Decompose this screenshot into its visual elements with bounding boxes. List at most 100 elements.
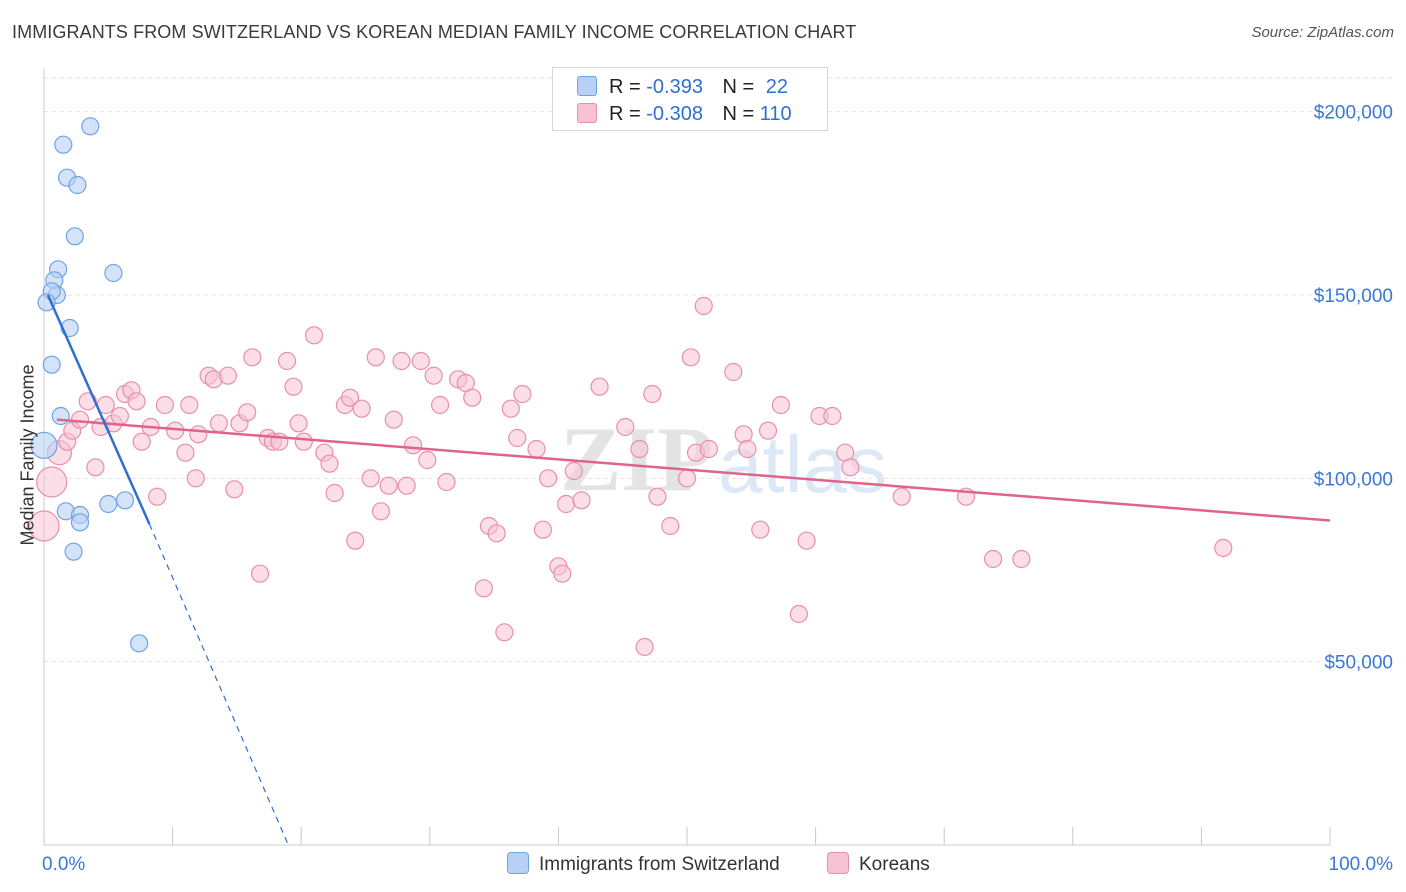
switzerland-point [37,293,56,312]
legend-r-label: R = [609,103,641,125]
korean-point [132,432,151,451]
x-tick-label-max: 100.0% [1329,854,1394,875]
y-tick-label: $150,000 [1314,286,1393,307]
chart-source: Source: ZipAtlas.com [1251,24,1394,41]
korean-point [681,348,700,367]
korean-point [225,480,244,499]
korean-point [533,520,553,539]
korean-point [28,510,60,542]
korean-point [209,414,228,433]
korean-point [379,476,398,495]
korean-point [487,524,506,543]
korean-point [320,454,339,473]
korean-point [1214,538,1233,558]
legend-row-switzerland: R = -0.393 N = 22 [577,76,788,98]
switzerland-point [81,117,100,136]
korean-point [340,388,360,407]
korean-point [250,564,270,583]
korean-point [797,531,816,550]
korean-point [189,425,208,444]
koreans-trend-line [56,418,1331,522]
y-axis-label: Median Family Income [17,364,38,546]
korean-point [983,549,1003,569]
korean-point [1012,549,1031,569]
korean-point [352,399,371,418]
korean-point [648,487,667,506]
korean-point [366,348,385,367]
korean-point [176,443,195,462]
korean-point [361,469,380,488]
korean-point [724,362,743,382]
korean-point [513,384,532,404]
legend-r-label: R = [609,76,641,98]
korean-point [699,439,718,459]
switzerland-point [42,355,61,374]
korean-point [371,502,391,521]
stats-legend: R = -0.393 N = 22 R = -0.308 N = 110 [552,67,828,131]
legend-row-koreans: R = -0.308 N = 110 [577,103,792,125]
korean-point [590,377,609,396]
korean-point [180,395,199,415]
korean-point [751,520,770,539]
switzerland-point [70,513,90,532]
korean-point [661,516,680,536]
chart-title: IMMIGRANTS FROM SWITZERLAND VS KOREAN ME… [12,22,857,42]
korean-point [495,623,514,642]
korean-point [616,417,635,437]
legend-n-value: 110 [759,103,792,125]
switzerland-point [104,263,123,283]
korean-point [70,410,90,429]
korean-point [823,406,842,426]
korean-point [501,399,520,418]
korean-point [557,494,576,514]
x-tick-labels: 0.0% 100.0% [42,854,1393,875]
korean-point [539,469,558,488]
korean-point [218,366,237,385]
pink-swatch [827,852,849,874]
switzerland-point [65,227,84,246]
legend-r-value: -0.308 [646,103,703,125]
korean-point [289,414,308,433]
switzerland-point [68,175,87,195]
y-tick-label: $200,000 [1314,103,1393,124]
switzerland-point [30,431,58,459]
korean-point [738,439,757,459]
switzerland-point [64,542,83,561]
korean-point [418,450,437,470]
korean-point [86,458,105,477]
korean-point [384,410,403,429]
korean-point [284,377,303,396]
legend-label-switzerland: Immigrants from Switzerland [539,854,780,875]
korean-point [789,604,808,624]
korean-point [527,439,546,459]
korean-point [186,469,205,488]
korean-point [677,469,697,488]
legend-label-koreans: Koreans [859,854,930,875]
korean-point [437,472,456,492]
korean-point [643,384,662,404]
switzerland-trend-line [46,294,151,525]
korean-point [572,491,591,510]
blue-swatch [577,76,597,96]
korean-point [277,351,297,371]
korean-point [325,483,344,503]
switzerland-trend-extension [148,523,289,846]
x-tick-label-min: 0.0% [42,854,85,875]
korean-point [892,487,911,506]
switzerland-point [51,406,70,426]
y-tick-label: $50,000 [1324,653,1393,674]
korean-point [508,428,527,448]
korean-point [392,351,411,371]
korean-point [424,366,443,385]
blue-swatch [507,852,529,874]
korean-point [474,579,493,598]
koreans-points [28,296,1233,657]
korean-point [771,395,790,415]
korean-point [148,487,167,506]
korean-point [36,466,68,498]
y-tick-labels: $50,000 $100,000 $150,000 $200,000 [1314,103,1393,674]
korean-point [411,351,430,371]
switzerland-point [99,494,118,514]
legend-n-label: N = [722,103,755,125]
